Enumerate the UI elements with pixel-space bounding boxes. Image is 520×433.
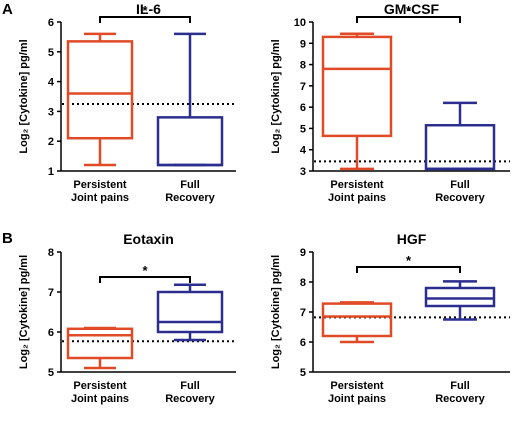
box-iqr xyxy=(66,327,134,360)
x-category-label: Recovery xyxy=(435,393,485,405)
box-iqr xyxy=(156,290,224,334)
y-tick-label: 4 xyxy=(48,77,55,89)
y-tick-label: 7 xyxy=(300,307,306,319)
x-category-label: Full xyxy=(180,380,200,392)
chart-gm-csf: GM-CSF Log₂ [Cytokine] pg/ml 3 4 5 6 7 8 9 10 Pers… xyxy=(270,1,510,204)
y-tick-label: 6 xyxy=(48,327,54,339)
significance-marker: * xyxy=(142,3,148,18)
x-category-label: Full xyxy=(450,179,470,191)
y-tick-label: 7 xyxy=(48,287,54,299)
y-tick-label: 6 xyxy=(300,337,306,349)
box-full-recovery xyxy=(156,283,224,342)
x-category-label: Persistent xyxy=(330,380,384,392)
x-category-label: Joint pains xyxy=(71,192,129,204)
y-tick-label: 8 xyxy=(48,247,54,259)
box-iqr xyxy=(424,286,496,308)
chart-title: HGF xyxy=(397,231,427,247)
y-axis-label: Log₂ [Cytokine] pg/ml xyxy=(18,255,30,369)
significance-marker: * xyxy=(142,263,148,278)
y-tick-label: 5 xyxy=(300,367,306,379)
significance-bracket xyxy=(356,266,461,273)
y-tick-label: 7 xyxy=(300,81,306,93)
y-tick-label: 9 xyxy=(300,247,306,259)
y-tick-label: 9 xyxy=(300,38,306,50)
chart-eotaxin: Eotaxin Log₂ [Cytokine] pg/ml 5 6 7 8 Persiste… xyxy=(18,231,236,405)
box-iqr xyxy=(321,35,393,138)
y-tick-label: 5 xyxy=(300,123,306,135)
chart-il6: IL-6 Log₂ [Cytokine] pg/ml 1 2 3 4 5 6 Persisten… xyxy=(18,1,236,204)
panel-label-a: A xyxy=(2,1,13,18)
x-category-label: Recovery xyxy=(165,393,215,405)
box-persistent xyxy=(321,32,393,171)
y-tick-label: 2 xyxy=(48,136,54,148)
chart-title: Eotaxin xyxy=(123,231,174,247)
x-category-label: Full xyxy=(450,380,470,392)
box-persistent xyxy=(66,32,134,167)
panel-label-b: B xyxy=(2,230,13,247)
box-full-recovery xyxy=(156,32,224,167)
box-full-recovery xyxy=(424,280,496,321)
x-category-label: Recovery xyxy=(435,192,485,204)
chart-title: IL-6 xyxy=(136,1,161,17)
box-iqr xyxy=(156,116,224,167)
y-tick-label: 8 xyxy=(300,277,306,289)
y-tick-label: 6 xyxy=(48,17,54,29)
x-category-label: Joint pains xyxy=(71,393,129,405)
y-tick-label: 3 xyxy=(300,166,306,178)
y-tick-label: 6 xyxy=(300,102,306,114)
significance-bracket xyxy=(99,276,191,283)
box-full-recovery xyxy=(424,101,496,171)
y-tick-label: 4 xyxy=(300,145,307,157)
x-category-label: Persistent xyxy=(73,380,127,392)
x-category-label: Recovery xyxy=(165,192,215,204)
y-axis-label: Log₂ [Cytokine] pg/ml xyxy=(270,255,282,369)
significance-bracket xyxy=(99,16,191,23)
y-axis-label: Log₂ [Cytokine] pg/ml xyxy=(270,39,282,153)
box-persistent xyxy=(66,326,134,370)
x-category-label: Full xyxy=(180,179,200,191)
y-tick-label: 8 xyxy=(300,60,306,72)
significance-marker: * xyxy=(406,3,412,18)
y-tick-label: 5 xyxy=(48,367,54,379)
box-iqr xyxy=(321,302,393,338)
y-tick-label: 1 xyxy=(48,166,54,178)
x-category-label: Joint pains xyxy=(328,192,386,204)
y-axis-label: Log₂ [Cytokine] pg/ml xyxy=(18,39,30,153)
chart-title: GM-CSF xyxy=(384,1,440,17)
y-tick-label: 10 xyxy=(294,17,306,29)
box-iqr xyxy=(66,40,134,140)
x-category-label: Persistent xyxy=(73,179,127,191)
significance-bracket xyxy=(356,16,461,23)
significance-marker: * xyxy=(406,253,412,268)
x-category-label: Joint pains xyxy=(328,393,386,405)
y-tick-label: 3 xyxy=(48,106,54,118)
x-category-label: Persistent xyxy=(330,179,384,191)
y-tick-label: 5 xyxy=(48,47,54,59)
chart-hgf: HGF Log₂ [Cytokine] pg/ml 5 6 7 8 9 PersistentJ… xyxy=(270,231,510,405)
box-persistent xyxy=(321,301,393,344)
